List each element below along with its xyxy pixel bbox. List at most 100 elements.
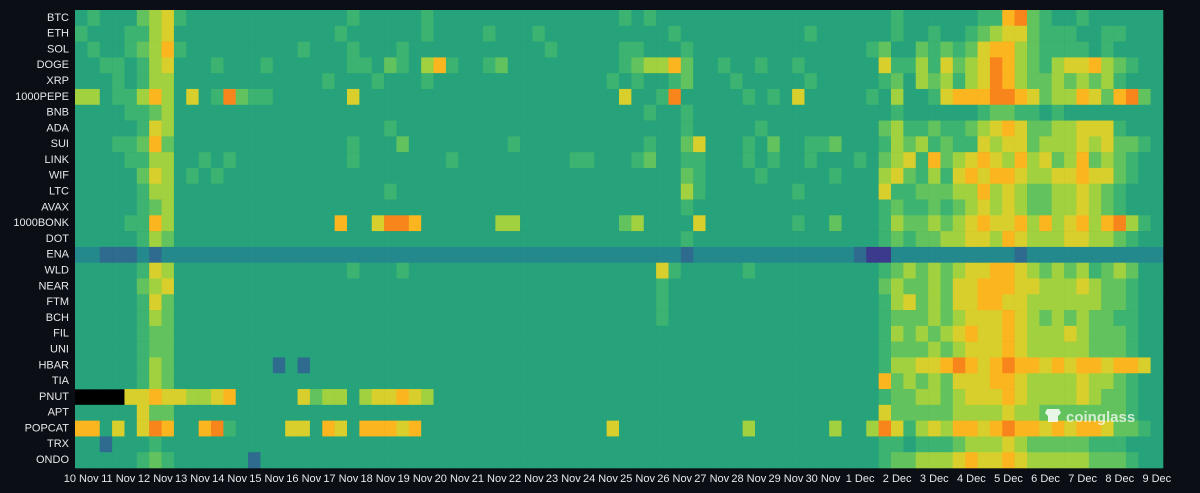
heat-cell <box>520 25 533 42</box>
heat-cell <box>952 246 966 263</box>
heat-cell <box>322 231 335 248</box>
heat-cell <box>619 10 632 27</box>
heat-cell <box>309 310 323 327</box>
heat-cell <box>668 231 682 248</box>
heat-cell <box>903 262 917 279</box>
heat-cell <box>408 88 422 106</box>
heat-cell <box>853 231 867 248</box>
heat-cell <box>866 73 879 90</box>
heat-cell <box>235 167 249 185</box>
heat-cell <box>445 404 459 421</box>
heat-cell <box>693 215 706 232</box>
heat-cell <box>285 215 298 232</box>
heat-cell <box>767 310 781 327</box>
x-tick-label: 30 Nov <box>806 473 841 485</box>
heat-cell <box>75 57 88 74</box>
row-label: APT <box>48 407 70 419</box>
heat-cell <box>1113 310 1127 327</box>
row-label: FIL <box>53 328 69 340</box>
heat-cell <box>581 120 595 137</box>
heat-cell <box>99 25 113 42</box>
heat-cell <box>977 373 991 390</box>
heat-cell <box>656 10 669 27</box>
heat-cell <box>532 262 546 279</box>
heat-cell <box>1064 73 1077 90</box>
heat-cell <box>668 73 682 90</box>
heat-cell <box>297 136 311 153</box>
heat-cell <box>223 73 237 90</box>
heat-cell <box>705 452 719 469</box>
heat-cell <box>903 167 917 185</box>
heat-cell <box>903 120 917 137</box>
heat-cell <box>1002 294 1015 311</box>
heat-cell <box>742 373 756 390</box>
heat-cell <box>1076 41 1090 58</box>
heat-cell <box>705 294 719 311</box>
heat-cell <box>891 278 904 295</box>
heat-cell <box>1039 373 1053 390</box>
heat-cell <box>532 373 546 390</box>
heat-cell <box>1138 120 1151 137</box>
heat-cell <box>1113 452 1127 469</box>
heat-cell <box>891 231 904 248</box>
heat-cell <box>285 325 298 342</box>
heat-cell <box>495 278 509 295</box>
heat-cell <box>878 199 892 216</box>
heat-cell <box>421 136 434 153</box>
heat-cell <box>594 88 607 106</box>
heat-cell <box>705 341 719 358</box>
heat-cell <box>433 246 447 263</box>
heat-cell <box>1002 420 1015 437</box>
heat-cell <box>792 278 805 295</box>
heat-cell <box>1113 373 1127 390</box>
heat-cell <box>161 73 175 90</box>
heat-cell <box>693 10 706 27</box>
heat-cell <box>891 310 904 327</box>
heat-cell <box>952 341 966 358</box>
heat-cell <box>421 452 434 469</box>
heat-cell <box>557 57 570 74</box>
heat-cell <box>792 420 805 437</box>
heat-cell <box>792 404 805 421</box>
heat-cell <box>272 104 286 121</box>
heat-cell <box>1150 341 1164 358</box>
heat-cell <box>730 136 743 153</box>
heat-cell <box>1064 262 1077 279</box>
heat-cell <box>124 25 138 42</box>
heat-cell <box>594 25 607 42</box>
heat-cell <box>631 73 645 90</box>
heat-cell <box>1014 136 1028 153</box>
heat-cell <box>285 294 298 311</box>
heat-cell <box>878 325 892 342</box>
heat-cell <box>891 41 904 58</box>
heat-cell <box>347 73 360 90</box>
heat-cell <box>1088 231 1102 248</box>
heat-cell <box>198 167 212 185</box>
heat-cell <box>285 10 298 27</box>
heat-cell <box>1002 136 1015 153</box>
heat-cell <box>1076 452 1090 469</box>
heat-cell <box>965 452 978 469</box>
heat-cell <box>668 41 682 58</box>
heat-cell <box>619 246 632 263</box>
heat-cell <box>285 88 298 106</box>
heat-cell <box>544 325 558 342</box>
heat-cell <box>1064 373 1077 390</box>
heat-cell <box>223 262 237 279</box>
heat-cell <box>829 10 842 27</box>
heat-cell <box>322 88 335 106</box>
heat-cell <box>1064 104 1077 121</box>
heat-cell <box>1064 294 1077 311</box>
heat-cell <box>569 231 583 248</box>
heat-cell <box>816 167 830 185</box>
heat-cell <box>112 183 125 200</box>
heat-cell <box>532 278 546 295</box>
heat-cell <box>631 199 645 216</box>
heat-cell <box>75 41 88 58</box>
heat-cell <box>235 357 249 374</box>
heat-cell <box>928 373 941 390</box>
heat-cell <box>198 357 212 374</box>
heat-cell <box>408 167 422 185</box>
heat-cell <box>223 136 237 153</box>
heat-cell <box>989 136 1003 153</box>
